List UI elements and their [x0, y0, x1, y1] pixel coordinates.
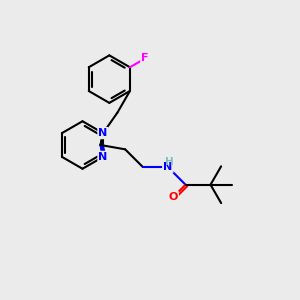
Text: O: O: [169, 192, 178, 202]
Text: N: N: [98, 128, 108, 138]
Text: N: N: [98, 152, 108, 162]
Text: H: H: [165, 157, 173, 166]
Text: N: N: [163, 162, 172, 172]
Text: F: F: [141, 53, 149, 64]
